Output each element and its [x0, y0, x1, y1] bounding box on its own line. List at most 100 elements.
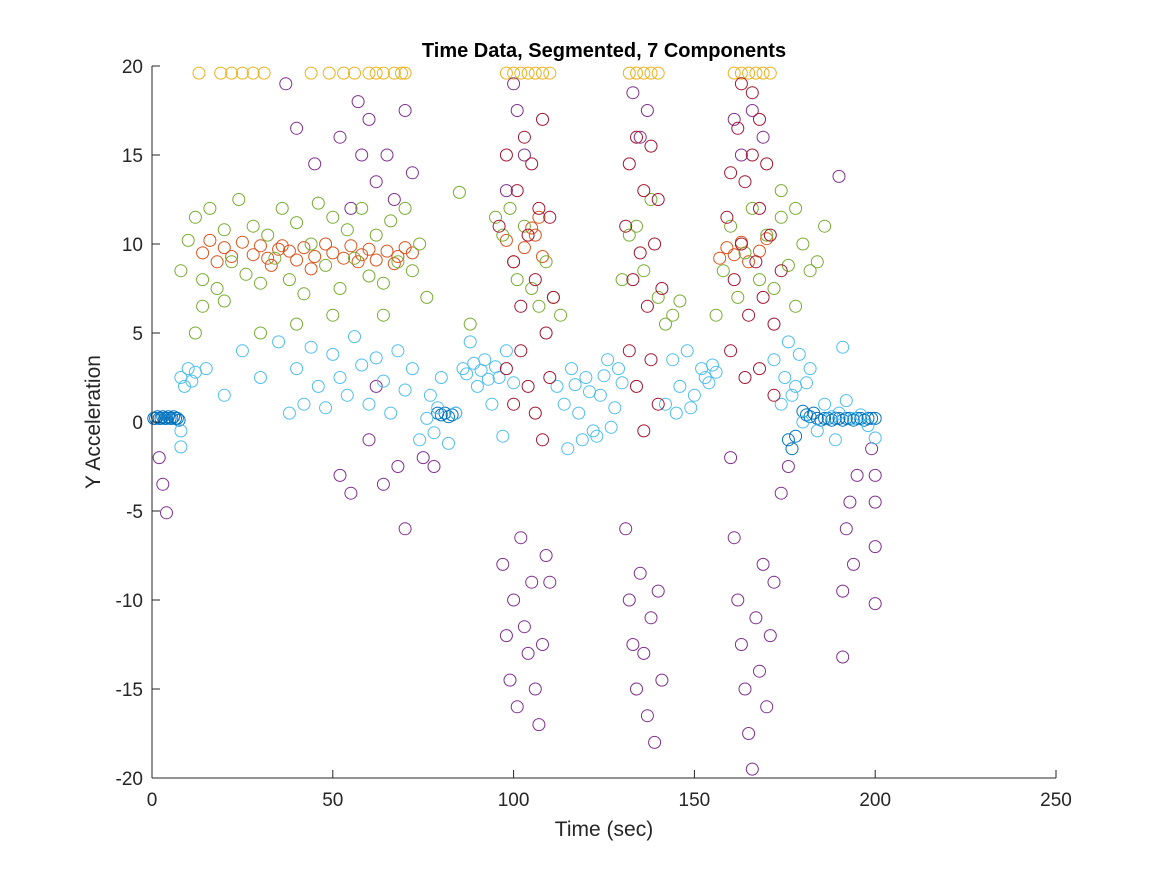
data-point	[203, 233, 217, 247]
data-point	[673, 294, 687, 308]
data-point	[536, 638, 549, 651]
data-point	[165, 411, 179, 425]
data-point	[355, 358, 369, 372]
data-point	[861, 411, 875, 425]
data-point	[640, 709, 654, 723]
data-point	[713, 251, 727, 265]
data-point	[868, 468, 882, 482]
data-point	[507, 77, 521, 91]
data-point	[640, 299, 654, 313]
data-point	[308, 250, 322, 263]
data-point	[510, 184, 524, 198]
data-point	[348, 66, 361, 80]
data-point	[398, 201, 412, 215]
data-point	[818, 411, 832, 425]
data-point	[792, 347, 806, 361]
data-point	[724, 344, 738, 358]
data-point	[304, 262, 318, 276]
data-point	[724, 219, 738, 233]
data-point	[706, 358, 719, 372]
data-point	[369, 66, 383, 80]
y-tick-label: 0	[132, 413, 143, 434]
data-point	[742, 308, 756, 322]
data-point	[720, 241, 734, 255]
data-point	[832, 169, 846, 183]
data-point	[521, 66, 535, 80]
data-point	[297, 287, 311, 301]
data-point	[684, 401, 698, 415]
data-point	[720, 210, 734, 224]
data-point	[496, 228, 510, 242]
data-point	[333, 371, 347, 384]
data-point	[839, 394, 853, 408]
data-point	[868, 431, 882, 445]
data-point	[499, 184, 513, 198]
data-point	[738, 246, 752, 260]
data-point	[734, 66, 748, 80]
data-point	[246, 248, 260, 262]
data-point	[785, 388, 799, 402]
data-point	[496, 557, 510, 571]
data-point	[868, 597, 882, 611]
data-point	[854, 408, 868, 422]
data-point	[774, 486, 788, 500]
data-point	[290, 362, 304, 376]
data-point	[203, 201, 217, 215]
data-point	[391, 255, 405, 269]
data-point	[630, 130, 643, 144]
data-point	[745, 104, 759, 117]
data-point	[467, 356, 481, 370]
data-point	[311, 379, 325, 393]
data-point	[333, 130, 347, 144]
data-point	[850, 411, 864, 425]
data-point	[369, 175, 383, 189]
data-point	[525, 575, 539, 589]
data-point	[528, 228, 542, 242]
data-point	[868, 540, 882, 554]
data-point	[633, 566, 647, 580]
data-point	[416, 451, 430, 465]
data-point	[536, 433, 549, 447]
data-point	[774, 264, 788, 278]
data-point	[738, 682, 752, 696]
y-tick-label: -10	[116, 591, 143, 612]
data-point	[622, 593, 636, 607]
data-point	[376, 308, 390, 322]
data-point	[420, 290, 434, 304]
series-1	[147, 404, 882, 456]
data-point	[734, 77, 748, 91]
data-point	[181, 362, 195, 376]
data-point	[554, 308, 568, 322]
data-point	[525, 282, 539, 295]
data-point	[507, 255, 521, 269]
data-point	[550, 379, 564, 393]
data-point	[427, 460, 441, 473]
data-point	[185, 374, 199, 388]
data-point	[800, 376, 813, 390]
data-point	[865, 442, 879, 456]
data-point	[395, 66, 408, 80]
data-point	[376, 66, 390, 80]
y-tick-label: 15	[122, 146, 143, 167]
y-tick-label: 5	[132, 324, 143, 345]
data-point	[756, 557, 770, 571]
data-point	[188, 210, 202, 224]
data-point	[405, 166, 419, 180]
data-point	[460, 367, 474, 381]
data-point	[745, 86, 759, 100]
data-point	[521, 379, 535, 393]
data-point	[698, 371, 712, 384]
data-point	[742, 255, 756, 269]
data-point	[749, 255, 763, 269]
data-point	[384, 406, 398, 420]
data-point	[517, 241, 531, 255]
data-point	[756, 290, 770, 304]
data-point	[510, 700, 524, 714]
data-point	[789, 429, 803, 443]
data-point	[413, 237, 427, 251]
data-point	[753, 362, 766, 376]
data-point	[731, 290, 745, 304]
data-point	[319, 258, 333, 272]
data-point	[666, 353, 680, 367]
data-point	[756, 130, 770, 144]
